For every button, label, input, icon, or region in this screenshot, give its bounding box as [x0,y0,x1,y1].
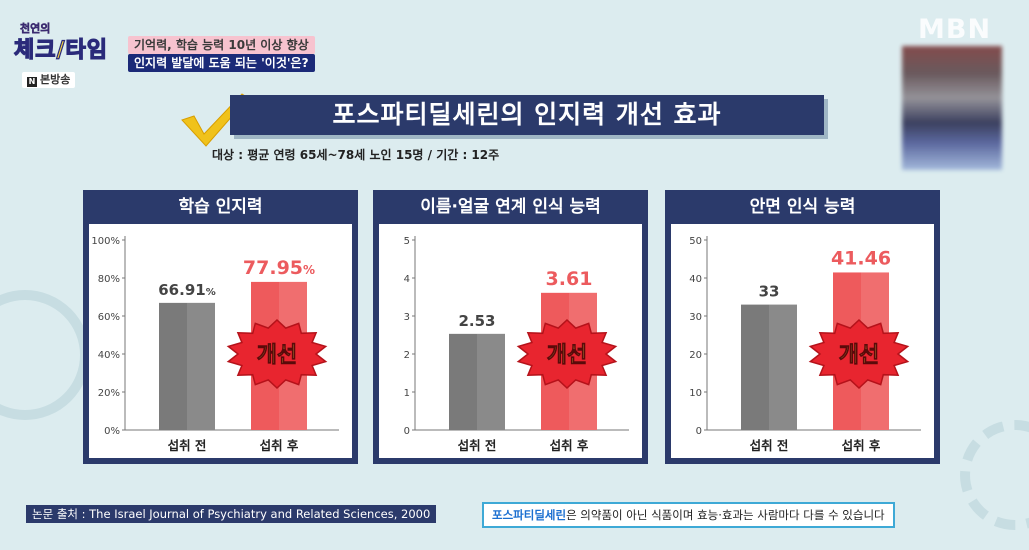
study-subject: 대상 : 평균 연령 65세~78세 노인 15명 / 기간 : 12주 [212,148,500,162]
caption-top: 기억력, 학습 능력 10년 이상 향상 [128,36,315,54]
x-tick-label: 섭취 전 [458,438,497,453]
improvement-badge-text: 개선 [839,343,879,368]
x-tick-label: 섭취 후 [550,438,589,453]
broadcast-label: 본방송 [40,73,71,86]
n-logo-icon: N [27,77,37,87]
data-label: 3.61 [546,268,593,290]
data-label: 33 [759,283,780,301]
y-tick-label: 40% [98,350,120,361]
y-tick-label: 1 [404,388,410,399]
y-tick-label: 3 [404,312,410,323]
x-tick-label: 섭취 전 [750,438,789,453]
y-tick-label: 2 [404,350,410,361]
chart-panel-face-recognition: 안면 인식 능력 0 10 20 30 40 50 33 섭취 전 41.46 섭취 후 개선 [665,190,940,464]
improvement-badge-text: 개선 [547,343,587,368]
chart-panel-name-face: 이름·얼굴 연계 인식 능력 0 1 2 3 4 5 2.53 섭취 전 3.61 섭취 후 개선 [373,190,648,464]
logo-top-text: 천연의 [20,22,51,36]
bg-circle-decoration [0,290,90,420]
y-tick-label: 20% [98,388,120,399]
chart-panel-learning: 학습 인지력 0% 20% 40% 60% 80% 100% 66.91% 섭취 전 77.95… [83,190,358,464]
logo-main-text-1: 체크 [13,37,57,63]
y-tick-label: 50 [689,236,702,247]
caption-bottom: 인지력 발달에 도움 되는 '이것'은? [128,54,315,72]
improvement-burst-icon [226,318,328,390]
logo-main-text-2: 타임 [65,37,109,63]
broadcast-badge: N 본방송 [22,72,76,88]
program-logo: 천연의 체크/타임 [13,22,109,64]
improvement-burst-icon [516,318,618,390]
data-label: 41.46 [831,247,891,269]
y-tick-label: 80% [98,274,120,285]
data-label: 66.91% [158,281,215,299]
bar-shade [769,304,797,430]
bar-before [741,304,797,430]
data-label: 2.53 [458,312,495,330]
bar-shade [477,333,505,430]
y-tick-label: 10 [689,388,702,399]
x-tick-label: 섭취 전 [168,438,207,453]
disclaimer-text: 은 의약품이 아닌 식품이며 효능·효과는 사람마다 다를 수 있습니다 [566,508,885,522]
bar-chart-name-face: 0 1 2 3 4 5 2.53 섭취 전 3.61 섭취 후 개선 [404,236,629,453]
y-tick-label: 0 [404,426,410,437]
disclaimer-highlight: 포스파티딜세린 [492,508,567,522]
bar-before [449,333,505,430]
source-citation: 논문 출처 : The Israel Journal of Psychiatry… [26,505,437,523]
y-tick-label: 0 [696,426,702,437]
data-label: 77.95% [243,257,315,279]
y-tick-label: 40 [689,274,702,285]
y-tick-label: 100% [91,236,120,247]
bar-shade [187,302,215,430]
y-tick-label: 0% [104,426,120,437]
improvement-burst-icon [808,318,910,390]
x-tick-label: 섭취 후 [260,438,299,453]
channel-logo: MBN [918,14,992,45]
bar-chart-learning: 0% 20% 40% 60% 80% 100% 66.91% 섭취 전 77.95% 섭취 후 개선 [91,236,339,453]
bar-before [159,302,215,430]
headline: 포스파티딜세린의 인지력 개선 효과 [230,95,824,135]
y-tick-label: 60% [98,312,120,323]
improvement-badge-text: 개선 [257,343,297,368]
y-tick-label: 5 [404,236,410,247]
chart-title: 안면 인식 능력 [749,197,856,217]
chart-title: 학습 인지력 [178,197,263,217]
bar-chart-face-recognition: 0 10 20 30 40 50 33 섭취 전 41.46 섭취 후 개선 [689,236,921,453]
chart-title: 이름·얼굴 연계 인식 능력 [420,197,601,217]
y-tick-label: 20 [689,350,702,361]
disclaimer: 포스파티딜세린은 의약품이 아닌 식품이며 효능·효과는 사람마다 다를 수 있… [482,502,895,528]
blurred-inset [902,46,1002,170]
bg-gear-decoration [960,420,1029,530]
y-tick-label: 30 [689,312,702,323]
x-tick-label: 섭취 후 [842,438,881,453]
y-tick-label: 4 [404,274,410,285]
